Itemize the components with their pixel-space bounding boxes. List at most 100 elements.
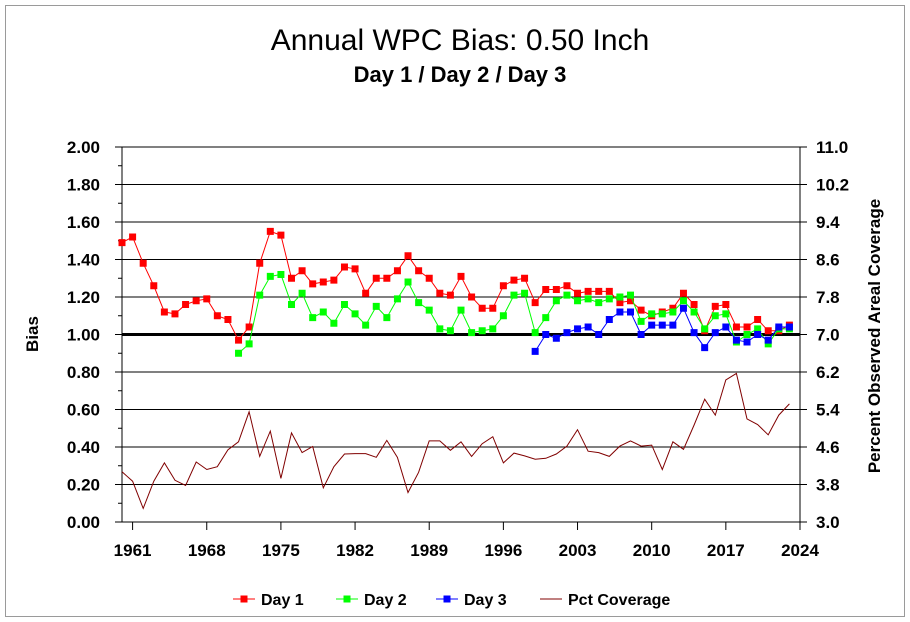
day-2-point [298,289,306,297]
day-1-point [616,299,624,307]
x-tick-label: 2017 [707,541,745,560]
pct-coverage-line [121,372,790,510]
day-1-point [690,301,698,308]
day-2-point [499,312,507,320]
day-2-point [288,301,295,308]
day-2-point [457,306,465,314]
day-1-point [722,301,730,308]
day-1-point [340,263,348,271]
y2-axis-label: Percent Observed Areal Coverage [865,199,884,473]
day-2-point [542,314,550,322]
tick-marks [115,146,807,530]
day-1-point [584,287,592,295]
day-2-point [531,329,539,337]
day-3-point [722,323,730,331]
x-tick-label: 2024 [781,541,819,560]
day-1-point [160,308,168,316]
day-2-point [383,314,391,322]
day-1-point [489,304,497,312]
day-1-point [446,291,454,299]
day-3-point [775,323,783,331]
day-1-point [118,239,126,247]
day-1-point [319,278,327,286]
legend-label-day-3: Day 3 [464,592,507,609]
y2-tick-label: 7.8 [816,288,840,307]
day-2-point [277,271,285,278]
day-3-point [616,308,624,316]
day-1-point [393,267,401,275]
y2-tick-label: 7.0 [816,326,840,345]
day-1-point [563,282,571,290]
day-2-point [446,327,454,335]
day-2-point [266,272,274,280]
y2-tick-label: 10.2 [816,176,849,195]
day-3-point [552,334,560,342]
x-tick-label: 1982 [336,541,374,560]
day-1-line [121,230,790,342]
day-1-point [436,289,444,297]
y2-tick-label: 6.2 [816,363,840,382]
day-1-point [351,265,359,273]
day-2-point [521,289,529,297]
day-1-point [605,287,613,295]
day-3-point [679,304,687,312]
day-3-point [563,329,571,337]
day-2-point [711,312,719,320]
day-1-point [595,287,603,295]
day-1-point [372,274,380,282]
day-3-point [584,323,592,331]
y2-tick-label: 3.8 [816,476,840,495]
day-1-point [627,297,634,305]
day-2-point [393,295,401,303]
x-tick-label: 1961 [114,541,152,560]
day-3-point [785,323,793,331]
y-axis-label: Bias [23,316,42,352]
y2-tick-label: 4.6 [816,438,840,457]
chart-frame [5,5,905,617]
day-3-point [743,338,751,346]
day-2-point [743,331,751,338]
day-1-point [415,267,423,275]
day-1-point [510,276,518,284]
day-2-point [637,317,645,325]
day-1-point [499,282,507,290]
day-2-point [552,297,560,305]
y-tick-label: 1.20 [67,288,100,307]
day-1-point [552,286,560,293]
day-3-point [669,321,677,329]
day-2-point [351,310,359,318]
day-2-point [468,329,476,337]
y2-tick-label: 3.0 [816,513,840,532]
day-1-point [711,302,719,310]
legend: Day 1 Day 2 Day 3 Pct Coverage [233,592,670,609]
day-1-point [224,316,232,323]
day-2-point [669,308,677,316]
day-2-point [648,310,656,318]
legend-label-pct-coverage: Pct Coverage [568,592,670,609]
day-3-point [637,331,645,338]
day-1-point [468,293,476,301]
day-1-point [679,289,687,297]
day-1-point [383,274,391,282]
day-2-point [256,291,264,299]
day-2-point [319,308,327,316]
day-1-point [457,272,465,280]
day-1-point [192,297,200,305]
day-2-point [362,321,370,329]
day-2-point [627,291,634,299]
y-tick-label: 2.00 [67,138,100,157]
day-2-point [563,291,571,299]
day-1-point [245,323,253,331]
day-1-point [150,282,158,290]
day-3-point [595,331,603,338]
day-1-point [309,280,317,288]
day-1-point [574,289,582,297]
legend-label-day-1: Day 1 [261,592,304,609]
day-2-point [595,299,603,307]
day-1-point [404,252,412,260]
y-tick-label: 1.60 [67,213,100,232]
y-tick-label: 0.20 [67,476,100,495]
y-tick-label: 0.80 [67,363,100,382]
tick-labels: 0.00 0.20 0.40 0.60 0.80 1.00 1.20 1.40 1.60 1.80… [67,138,849,560]
day-1-point [362,289,370,297]
